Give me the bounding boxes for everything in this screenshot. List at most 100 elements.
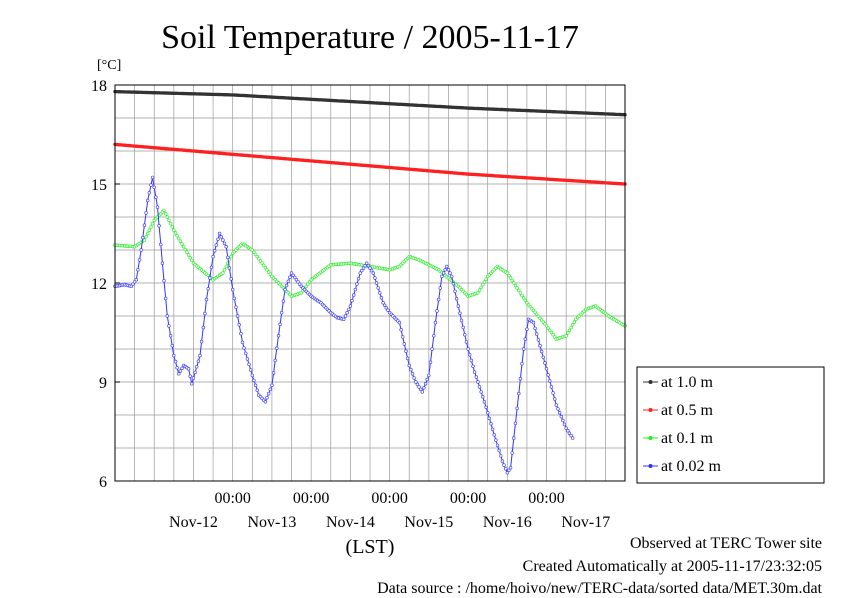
data-point (520, 362, 524, 366)
data-point (224, 264, 228, 269)
x-tick-time-label: 00:00 (214, 490, 250, 507)
data-point (557, 411, 562, 415)
y-tick-label: 12 (91, 276, 107, 293)
data-point (149, 225, 153, 229)
x-axis-label: (LST) (346, 536, 395, 558)
data-point (552, 335, 557, 339)
data-point (280, 311, 284, 315)
data-point (458, 311, 462, 315)
data-point (572, 320, 576, 324)
data-point (420, 390, 424, 394)
data-point (252, 378, 256, 383)
data-point (172, 228, 176, 232)
legend-swatch-marker (648, 408, 653, 412)
data-point (489, 422, 493, 426)
data-point (559, 414, 563, 419)
data-point (136, 268, 140, 272)
data-point (147, 191, 152, 195)
data-point (482, 280, 487, 284)
data-point (217, 231, 222, 236)
data-point (307, 280, 312, 284)
data-point (495, 443, 500, 448)
data-point (355, 282, 359, 286)
data-point (159, 242, 163, 247)
data-point (270, 383, 274, 387)
data-point (253, 383, 258, 387)
data-point (224, 245, 228, 249)
data-point (468, 353, 472, 357)
data-point (414, 380, 418, 384)
data-point (162, 208, 166, 213)
data-point (221, 238, 225, 242)
data-point (164, 296, 168, 301)
data-point (476, 291, 480, 295)
data-point (554, 403, 558, 407)
data-point (214, 243, 219, 247)
data-point (534, 332, 539, 336)
data-point (152, 185, 156, 190)
data-point (232, 296, 237, 301)
data-point (544, 367, 549, 371)
data-point (432, 334, 436, 338)
data-point (423, 382, 428, 386)
data-point (147, 228, 152, 232)
data-point (235, 314, 240, 318)
data-point (229, 254, 233, 259)
data-point (180, 366, 184, 370)
data-point (386, 308, 390, 312)
legend-label: at 0.1 m (661, 430, 714, 447)
data-point (487, 416, 491, 420)
data-point (198, 353, 202, 358)
data-point (273, 358, 277, 363)
data-point (178, 239, 183, 243)
data-point (521, 347, 526, 351)
legend-label: at 0.5 m (661, 402, 714, 419)
data-point (417, 385, 421, 389)
data-point (190, 382, 194, 386)
data-point (544, 324, 549, 328)
grid-lines (115, 85, 625, 481)
series-at-0-02-m (113, 175, 575, 475)
data-point (399, 328, 403, 332)
data-point (213, 249, 217, 253)
data-point (569, 325, 573, 330)
data-point (541, 355, 545, 359)
data-point (441, 271, 446, 275)
data-point (288, 275, 292, 279)
data-point (486, 411, 490, 415)
data-point (445, 264, 449, 269)
data-point (546, 373, 550, 377)
data-point (172, 353, 176, 358)
data-point (427, 373, 431, 378)
data-point (482, 400, 487, 404)
data-point (221, 271, 225, 275)
data-point (360, 268, 364, 273)
data-point (369, 268, 374, 273)
data-point (476, 380, 480, 384)
data-point (508, 466, 513, 470)
data-point (378, 291, 382, 295)
data-point (150, 221, 155, 226)
data-point (178, 369, 183, 373)
data-point (177, 236, 181, 241)
data-point (466, 347, 470, 351)
data-point (250, 373, 255, 378)
data-point (566, 331, 570, 335)
data-point (564, 334, 568, 338)
data-point (438, 286, 442, 290)
data-point (345, 311, 349, 315)
data-point (150, 175, 155, 180)
data-point (167, 324, 171, 328)
data-point (484, 405, 488, 409)
data-point (518, 377, 523, 381)
data-point (165, 215, 170, 219)
data-point (451, 282, 456, 286)
data-point (263, 265, 268, 270)
data-point (533, 326, 537, 331)
x-tick-time-label: 00:00 (293, 490, 329, 507)
data-point (461, 325, 465, 330)
data-point (425, 377, 429, 382)
legend-swatch-marker (648, 464, 653, 468)
data-point (164, 212, 168, 216)
data-point (275, 346, 279, 350)
